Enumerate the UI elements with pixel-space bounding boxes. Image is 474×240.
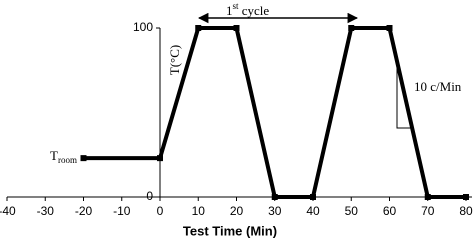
data-point [386,25,393,31]
x-tick-label: 20 [230,204,244,218]
data-point [424,194,431,200]
rate-label: 10 c/Min [414,79,462,94]
data-point [195,25,202,31]
data-point [233,25,240,31]
x-tick-label: 80 [459,204,473,218]
data-point [310,194,316,200]
x-tick-label: -40 [0,204,16,218]
data-point [348,25,355,31]
x-tick-label: 10 [192,204,206,218]
y-axis-label: T(°C) [167,45,182,75]
data-line [83,26,466,199]
x-axis-label: Test Time (Min) [183,223,277,238]
x-tick-label: 60 [383,204,397,218]
y-tick-label: 100 [133,20,153,34]
x-tick-label: -20 [75,204,93,218]
x-tick-label: 50 [345,204,359,218]
x-tick-label: 30 [268,204,282,218]
cycle-label: 1st cycle [226,1,269,18]
room-label: Troom [50,148,77,165]
x-tick-label: -10 [113,204,131,218]
x-tick-label: 0 [157,204,164,218]
x-tick-label: 40 [306,204,320,218]
data-point [463,194,469,200]
data-point [80,155,87,162]
x-tick-label: -30 [37,204,55,218]
slope-triangle [396,66,414,129]
y-tick-label: 0 [146,189,153,203]
data-point [157,155,163,162]
x-tick-label: 70 [421,204,435,218]
data-point [271,194,278,200]
